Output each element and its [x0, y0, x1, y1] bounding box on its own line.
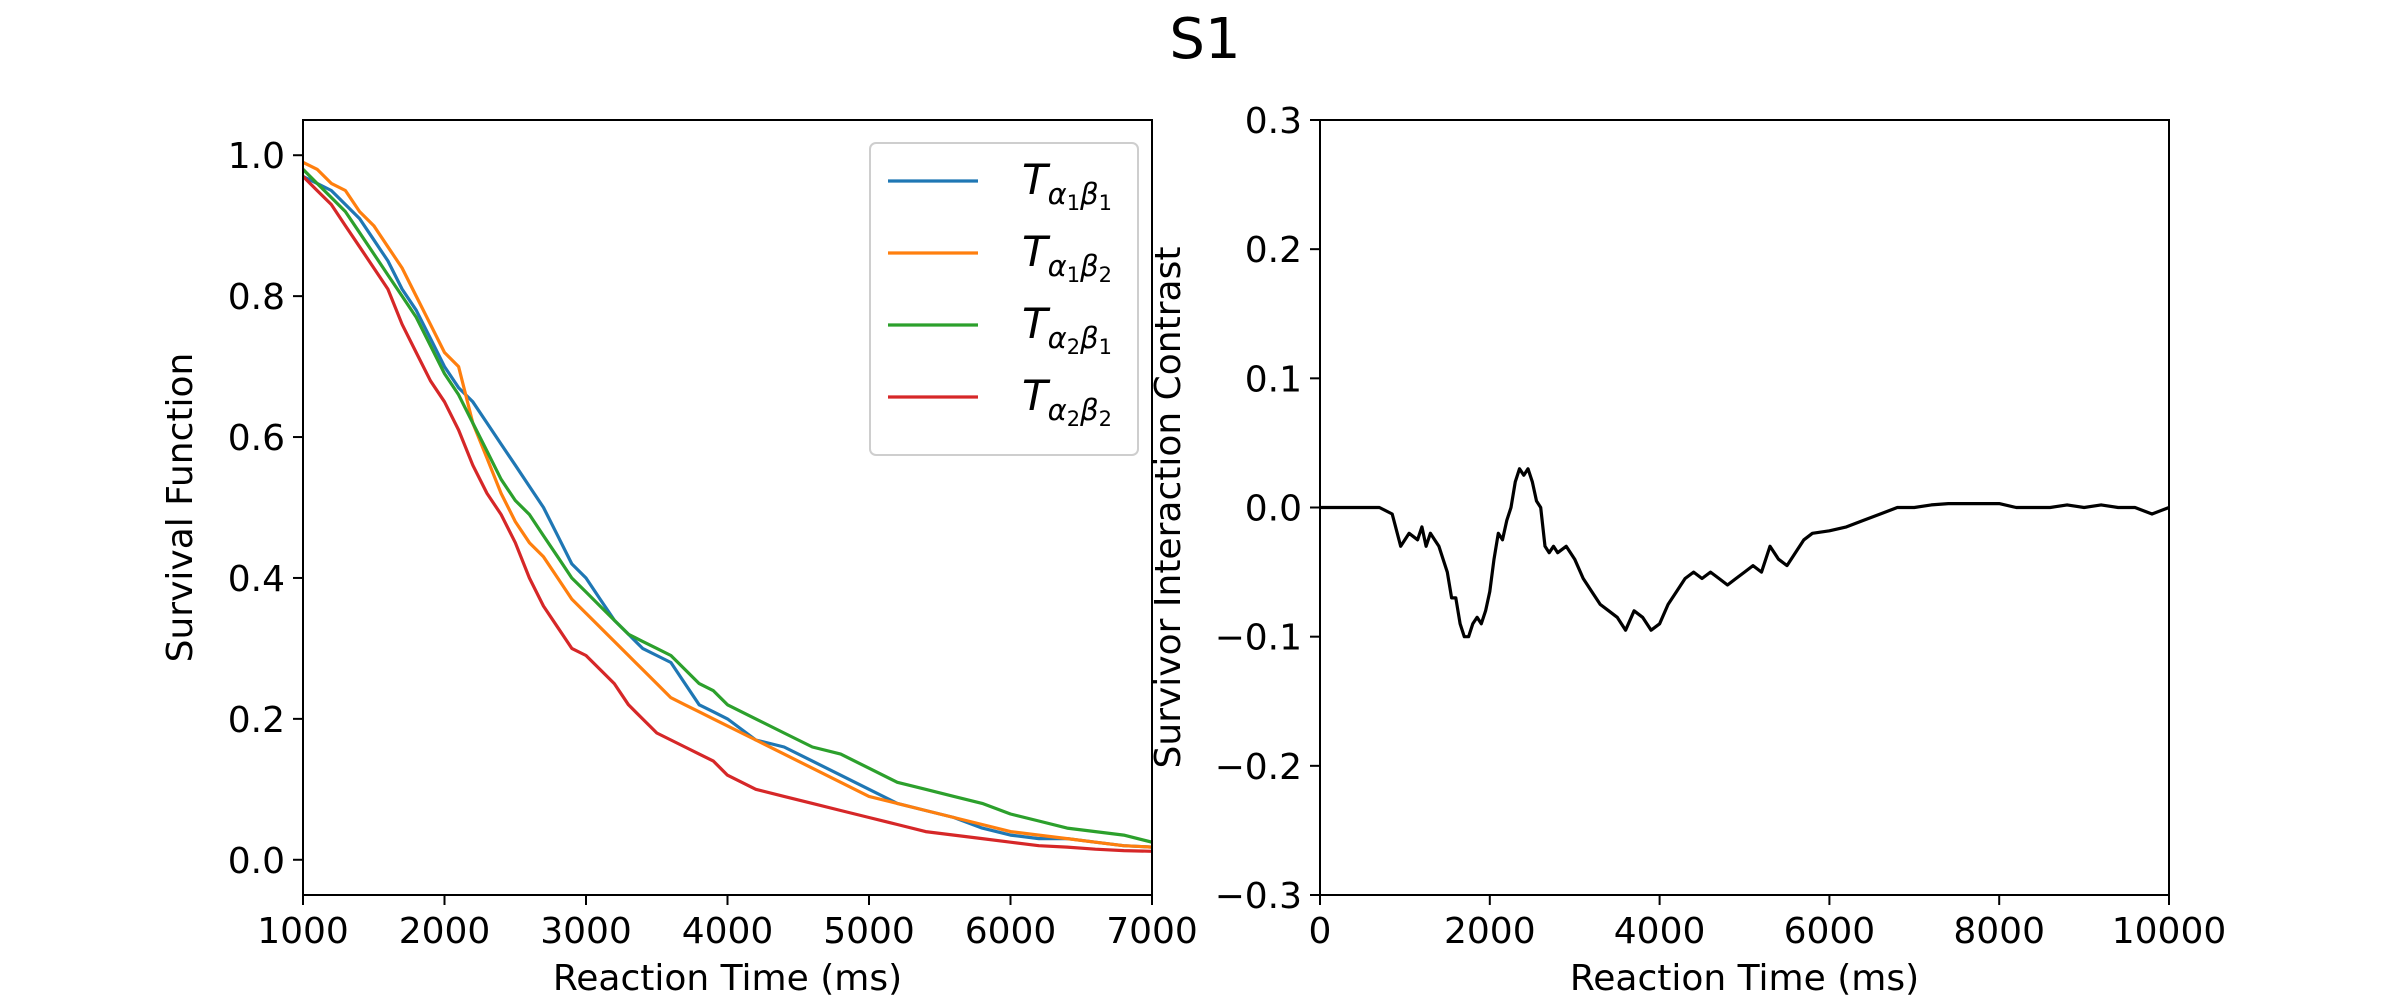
x-tick-label: 8000 [1953, 911, 2045, 952]
x-tick-label: 5000 [823, 911, 915, 952]
x-tick-label: 10000 [2112, 911, 2227, 952]
y-tick-label: 0.1 [1245, 359, 1302, 400]
legend-label-3: Tα2β2 [1022, 371, 1112, 431]
x-tick-label: 6000 [1784, 911, 1876, 952]
survival-function-chart: 1000 2000 3000 4000 5000 6000 7000 0.0 0.2 0.4 0.6… [160, 119, 1198, 999]
x-tick-label: 2000 [399, 911, 491, 952]
x-tick-label: 4000 [682, 911, 774, 952]
y-tick-label: −0.2 [1215, 747, 1302, 788]
legend-label-1: Tα1β2 [1022, 227, 1112, 287]
x-tick-label: 7000 [1106, 911, 1198, 952]
y-tick-label: 0.6 [228, 418, 285, 459]
series-line-3 [303, 175, 1152, 853]
y-tick-label: 0.3 [1245, 101, 1302, 142]
x-tick-label: 1000 [257, 911, 349, 952]
series-line-1 [303, 160, 1152, 849]
x-tick-label: 0 [1309, 911, 1332, 952]
y-axis-label: Survival Function [160, 353, 201, 663]
legend-box [869, 142, 1139, 456]
y-tick-label: 0.0 [228, 841, 285, 882]
y-tick-label: 0.8 [228, 277, 285, 318]
y-tick-label: −0.3 [1215, 876, 1302, 917]
y-tick-label: 0.0 [1245, 489, 1302, 530]
x-tick-label: 3000 [540, 911, 632, 952]
series-line-2 [303, 168, 1152, 844]
y-axis-label: Survivor Interaction Contrast [1148, 247, 1189, 769]
y-tick-label: 0.2 [228, 700, 285, 741]
x-tick-label: 2000 [1444, 911, 1536, 952]
x-tick-label: 6000 [965, 911, 1057, 952]
series-line-0 [1320, 467, 2169, 639]
legend-label-0: Tα1β1 [1022, 155, 1112, 215]
survivor-interaction-contrast-chart: 0 2000 4000 6000 8000 10000 −0.3 −0.2 −0.1 0.0 0.1… [1148, 101, 2226, 999]
y-tick-label: 1.0 [228, 136, 285, 177]
x-axis-label: Reaction Time (ms) [553, 958, 902, 999]
x-tick-label: 4000 [1614, 911, 1706, 952]
y-tick-label: 0.2 [1245, 230, 1302, 271]
y-tick-label: 0.4 [228, 559, 285, 600]
x-axis-label: Reaction Time (ms) [1570, 958, 1919, 999]
y-tick-label: −0.1 [1215, 618, 1302, 659]
figure-title: S1 [1169, 7, 1240, 72]
legend-label-2: Tα2β1 [1022, 299, 1112, 359]
